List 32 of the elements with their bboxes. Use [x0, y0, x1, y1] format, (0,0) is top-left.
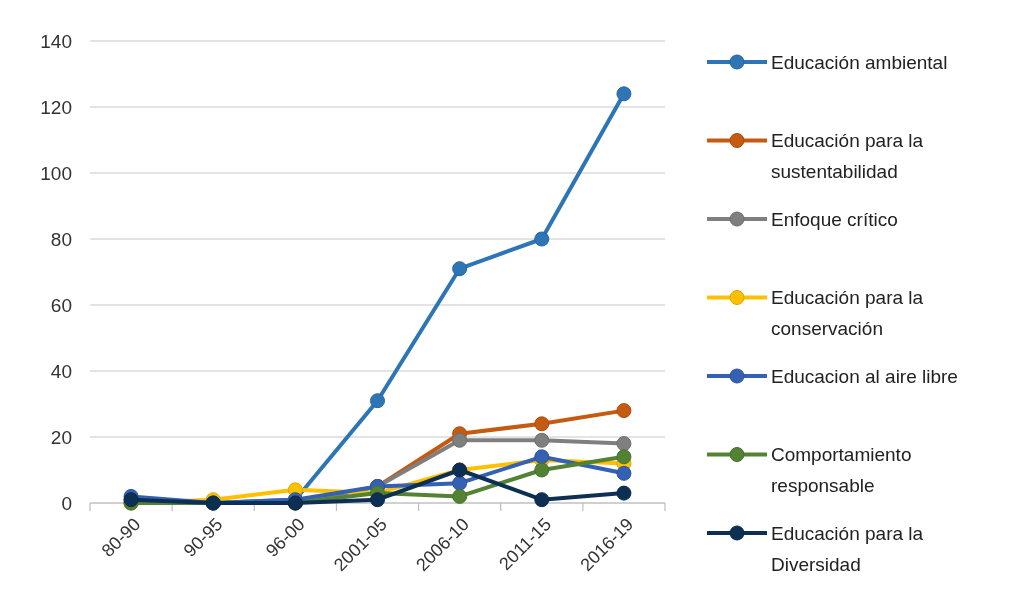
legend-label: Educación para la Diversidad [771, 522, 924, 575]
legend-label: Enfoque crítico [771, 208, 898, 230]
point [534, 231, 550, 247]
point [534, 416, 550, 432]
point [534, 462, 550, 478]
y-tick-label: 60 [50, 294, 72, 316]
point [452, 488, 468, 504]
legend-label: Educación para la sustentabilidad [771, 130, 924, 183]
point [452, 432, 468, 448]
y-tick-label: 40 [50, 360, 72, 382]
point [370, 492, 385, 508]
point [616, 485, 632, 501]
point [452, 261, 468, 277]
point [534, 432, 550, 448]
y-tick-label: 20 [50, 426, 72, 448]
legend-label: Comportamiento responsable [771, 444, 912, 497]
point [616, 436, 632, 452]
point [534, 492, 550, 508]
y-tick-label: 100 [40, 162, 72, 184]
point [452, 475, 468, 491]
legend-label: Educación para la conservación [771, 287, 924, 340]
point [616, 86, 632, 102]
y-tick-label: 80 [50, 228, 72, 250]
point [370, 393, 385, 409]
y-tick-label: 0 [61, 492, 72, 514]
point [616, 465, 632, 481]
y-tick-label: 120 [40, 96, 72, 118]
point [616, 449, 632, 465]
point [616, 403, 632, 419]
legend-label: Educacion al aire libre [771, 365, 958, 387]
legend-label: Educación ambiental [771, 51, 948, 73]
y-tick-label: 140 [40, 30, 72, 52]
